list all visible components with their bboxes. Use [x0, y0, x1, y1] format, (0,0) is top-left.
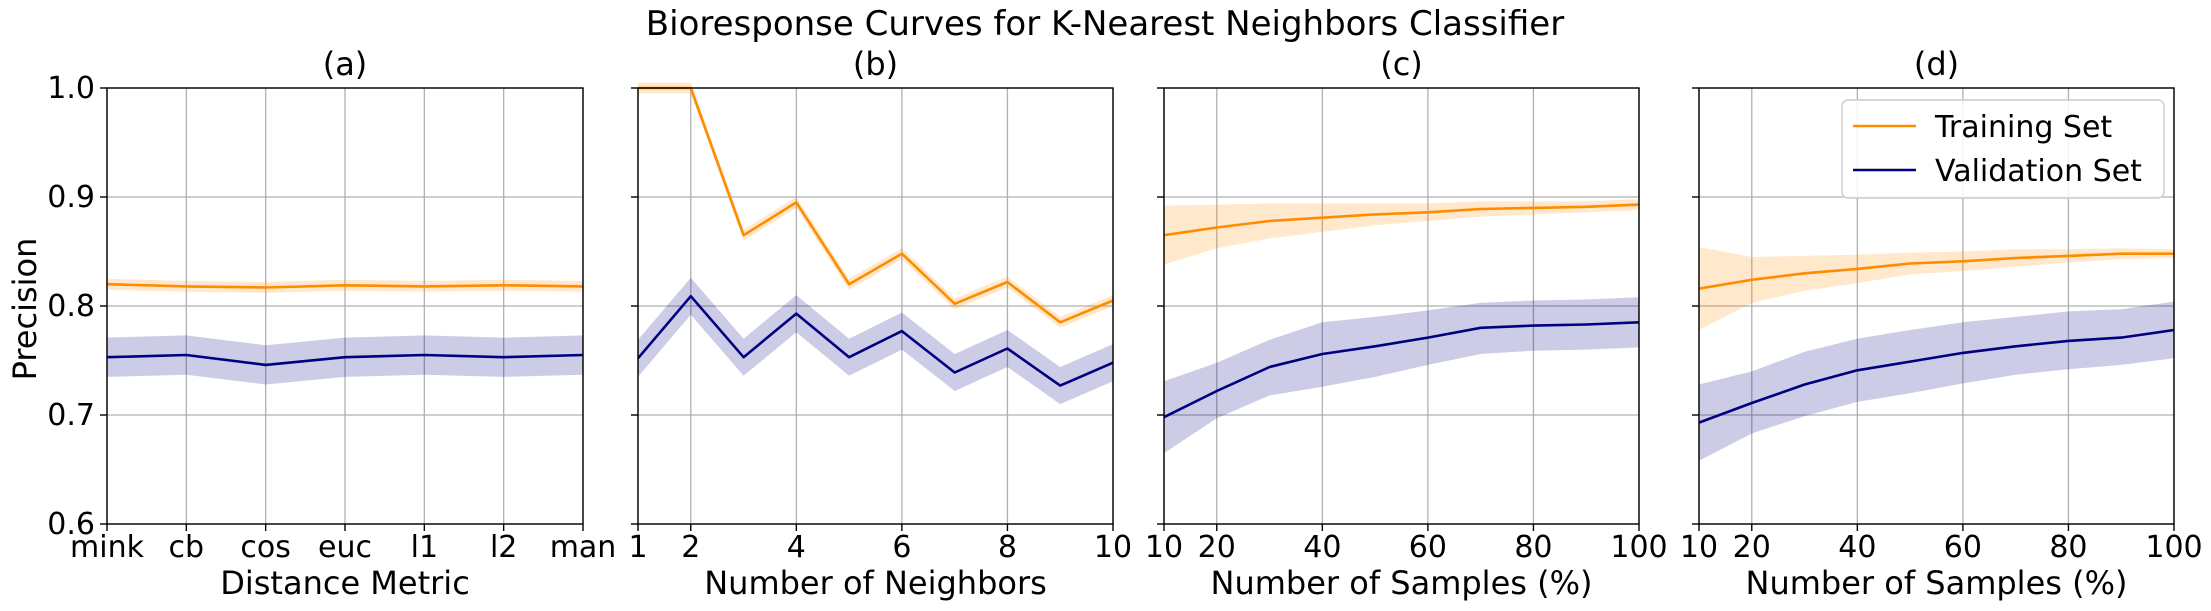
x-axis-label: Number of Samples (%): [1746, 564, 2128, 602]
chart-panels: mink cb cos euc l1 l2 man 0.6 0.7 0.8 0.9 1.0 (a) Dis…: [47, 45, 2202, 602]
confidence-band-validation: [638, 277, 1113, 405]
series-line-validation: [1698, 328, 2175, 424]
x-tick-label: 4: [787, 530, 806, 565]
chart-panel-c: 10 20 40 60 80 100 (c) Number of Samples (%): [1145, 45, 1668, 602]
x-tick-label: 100: [2145, 530, 2202, 565]
series-line-training: [1698, 252, 2174, 290]
series-line-training: [106, 282, 584, 289]
x-axis-label: Distance Metric: [220, 564, 470, 602]
figure-title: Bioresponse Curves for K-Nearest Neighbo…: [646, 4, 1564, 44]
chart-panel-d: 10 20 40 60 80 100 (d) Number of Samples (%) Tra…: [1680, 45, 2203, 602]
confidence-band-validation: [107, 335, 583, 385]
x-tick-label: 80: [1514, 530, 1552, 565]
panel-title: (b): [853, 45, 898, 83]
confidence-band-training: [638, 82, 1113, 328]
y-tick-label: 0.7: [47, 398, 95, 433]
x-axis-label: Number of Neighbors: [704, 564, 1047, 602]
x-tick-label: cos: [240, 530, 290, 565]
confidence-band-training: [1164, 199, 1639, 265]
x-tick-label: 10: [1094, 530, 1132, 565]
x-tick-label: l2: [490, 530, 517, 565]
x-tick-label: 80: [2049, 530, 2087, 565]
x-tick-label: 60: [1409, 530, 1447, 565]
y-tick-label: 0.9: [47, 180, 95, 215]
y-tick-label: 0.6: [47, 507, 95, 542]
confidence-band-training: [1699, 247, 2174, 330]
series-line-training: [638, 86, 1114, 324]
chart-panel-b: 1 2 4 6 8 10 (b) Number of Neighbors: [628, 45, 1132, 602]
legend-label: Validation Set: [1935, 154, 2142, 189]
x-tick-label: man: [550, 530, 617, 565]
y-tick-label: 0.8: [47, 289, 95, 324]
legend-label: Training Set: [1934, 110, 2112, 145]
legend: Training Set Validation Set: [1841, 99, 2165, 199]
x-tick-label: 8: [998, 530, 1017, 565]
x-tick-label: 2: [681, 530, 700, 565]
series-line-validation: [637, 294, 1114, 387]
x-tick-label: mink: [70, 530, 145, 565]
chart-panel-a: mink cb cos euc l1 l2 man 0.6 0.7 0.8 0.9 1.0 (a) Dis…: [47, 45, 616, 602]
x-tick-label: 60: [1944, 530, 1982, 565]
x-tick-label: 20: [1733, 530, 1771, 565]
y-axis-label: Precision: [6, 238, 44, 381]
x-tick-label: 20: [1198, 530, 1236, 565]
x-tick-label: 10: [1145, 530, 1183, 565]
x-tick-label: 100: [1610, 530, 1667, 565]
legend-box: [1841, 99, 2165, 199]
panel-title: (c): [1380, 45, 1423, 83]
series-line-validation: [106, 353, 584, 367]
x-tick-label: 6: [892, 530, 911, 565]
x-axis-label: Number of Samples (%): [1211, 564, 1593, 602]
confidence-band-validation: [1164, 297, 1639, 454]
panel-title: (a): [323, 45, 368, 83]
confidence-band-validation: [1699, 301, 2174, 461]
x-tick-label: 40: [1303, 530, 1341, 565]
x-tick-label: l1: [411, 530, 438, 565]
x-tick-label: 1: [628, 530, 647, 565]
series-line-training: [1163, 203, 1640, 237]
y-tick-label: 1.0: [47, 71, 95, 106]
x-tick-label: cb: [169, 530, 205, 565]
x-tick-label: 10: [1680, 530, 1718, 565]
x-tick-label: euc: [318, 530, 372, 565]
panel-title: (d): [1914, 45, 1959, 83]
series-line-validation: [1163, 321, 1640, 419]
x-tick-label: 40: [1838, 530, 1876, 565]
